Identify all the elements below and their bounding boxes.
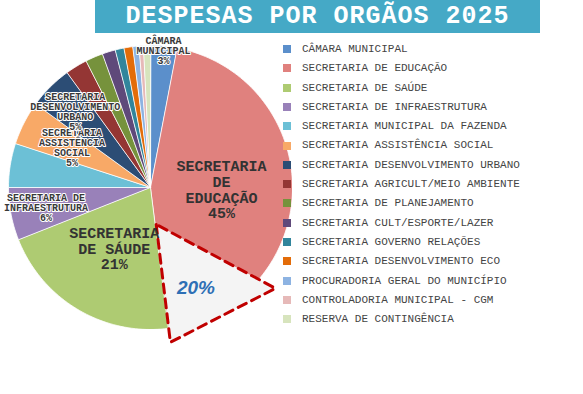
html-text:DESPESAS POR ORGÃOS 2025: DESPESAS POR ORGÃOS 2025	[125, 2, 510, 31]
html-text:SECRETARIA DE INFRAESTRUTURA: SECRETARIA DE INFRAESTRUTURA	[302, 100, 487, 113]
html-text:SECRETARIA ASSISTÊNCIA SOCIAL: SECRETARIA ASSISTÊNCIA SOCIAL	[302, 139, 494, 152]
html-text:CÂMARA MUNICIPAL: CÂMARA MUNICIPAL	[302, 43, 408, 55]
svg-text:CÂMARAMUNICIPAL3%: CÂMARAMUNICIPAL3%	[136, 34, 190, 67]
html-text:SECRETARIA CULT/ESPORTE/LAZER: SECRETARIA CULT/ESPORTE/LAZER	[302, 216, 494, 229]
svg-text:SECRETARIADESENVOLVIMENTOURBAN: SECRETARIADESENVOLVIMENTOURBANO5%	[30, 92, 120, 133]
svg-text:20%: 20%	[176, 277, 215, 298]
svg-text:SECRETARIADE SÁUDE21%: SECRETARIADE SÁUDE21%	[69, 226, 159, 275]
html-text:SECRETARIA AGRICULT/MEIO AMBIE: SECRETARIA AGRICULT/MEIO AMBIENTE	[302, 178, 520, 191]
svg-text:SECRETARIA DEINFRAESTRUTURA6%: SECRETARIA DEINFRAESTRUTURA6%	[4, 193, 88, 224]
html-text:PROCURADORIA GERAL DO MUNICÍPI: PROCURADORIA GERAL DO MUNICÍPIO	[302, 274, 507, 287]
html-text:SECRETARIA DESENVOLVIMENTO ECO: SECRETARIA DESENVOLVIMENTO ECO	[302, 255, 500, 268]
html-text:SECRETARIA DE EDUCAÇÃO: SECRETARIA DE EDUCAÇÃO	[302, 62, 448, 75]
html-text:SECRETARIA DE SAÚDE: SECRETARIA DE SAÚDE	[302, 81, 428, 94]
html-text:SECRETARIA DE PLANEJAMENTO: SECRETARIA DE PLANEJAMENTO	[302, 197, 474, 210]
html-text:SECRETARIA DESENVOLVIMENTO URB: SECRETARIA DESENVOLVIMENTO URBANO	[302, 158, 520, 171]
svg-text:SECRETARIAASSISTÊNCIASOCIAL5%: SECRETARIAASSISTÊNCIASOCIAL5%	[39, 128, 105, 169]
html-text:RESERVA DE CONTINGÊNCIA: RESERVA DE CONTINGÊNCIA	[302, 313, 454, 326]
svg-text:SECRETARIADEEDUCAÇÃO45%: SECRETARIADEEDUCAÇÃO45%	[176, 159, 266, 223]
html-text:SECRETARIA GOVERNO RELAÇÕES: SECRETARIA GOVERNO RELAÇÕES	[302, 236, 481, 248]
html-text:CONTROLADORIA MUNICIPAL - CGM: CONTROLADORIA MUNICIPAL - CGM	[302, 293, 494, 306]
html-text:SECRETARIA MUNICIPAL DA FAZEND: SECRETARIA MUNICIPAL DA FAZENDA	[302, 120, 507, 133]
